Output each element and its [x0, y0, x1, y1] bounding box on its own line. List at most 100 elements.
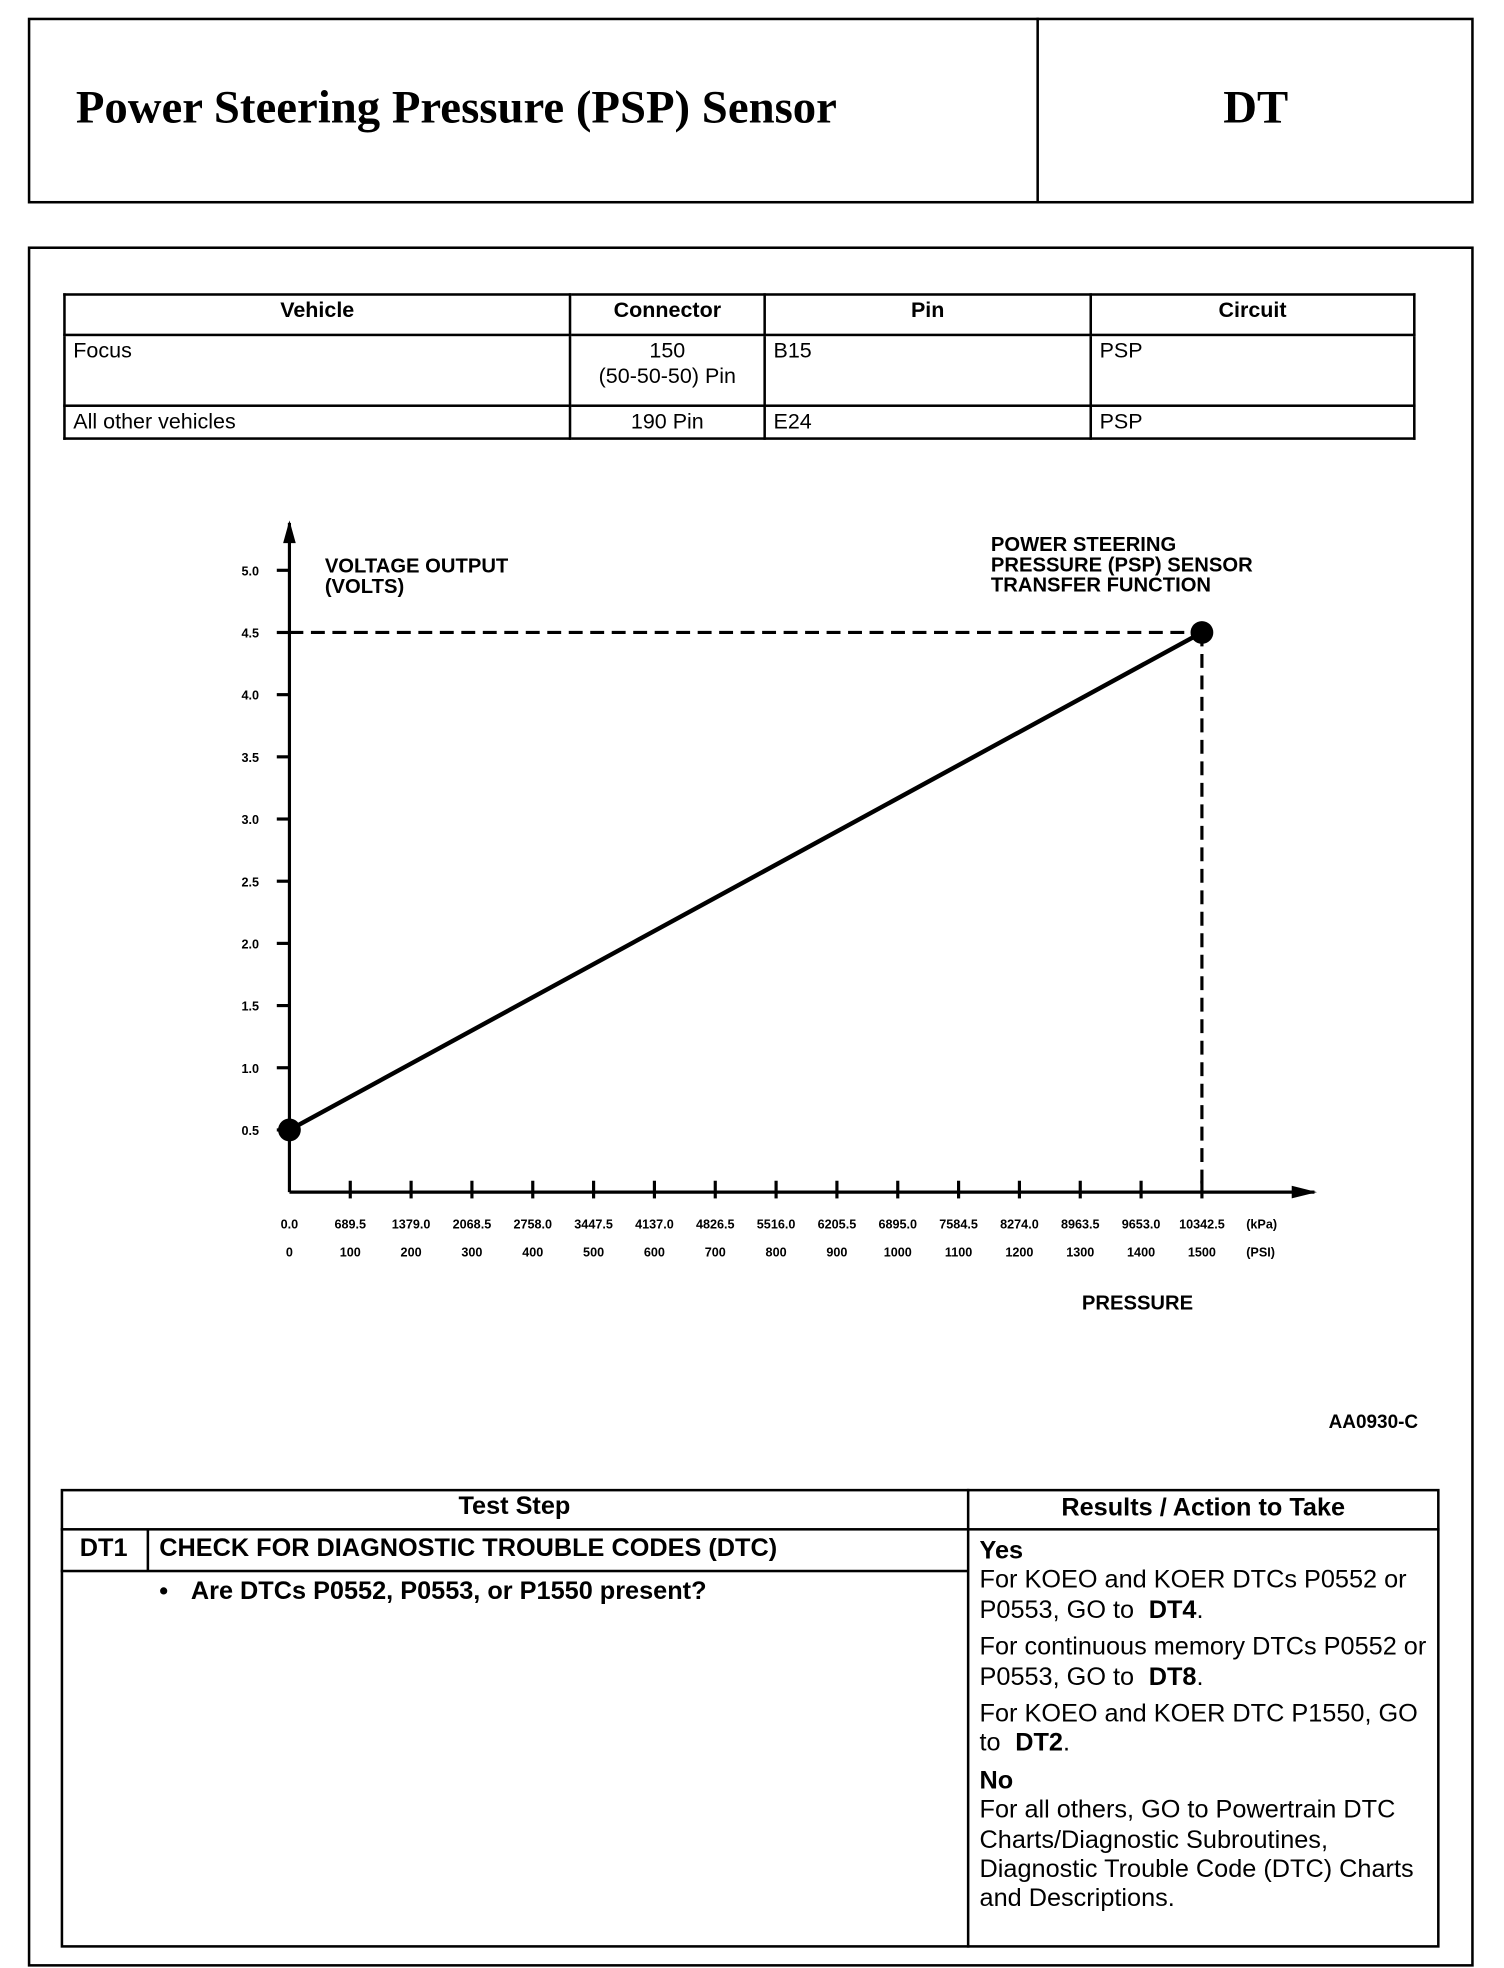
step-id: DT1 [79, 1534, 128, 1563]
x2-tick-label: 9653.0 [1122, 1218, 1161, 1232]
x2-tick-label: 0.0 [281, 1218, 299, 1232]
cell: 190 Pin [568, 404, 766, 440]
y-tick-label: 1.5 [242, 1000, 260, 1014]
y-tick-label: 3.0 [242, 813, 260, 827]
y-tick-label: 5.0 [242, 564, 260, 578]
x-tick-label: 800 [766, 1245, 787, 1259]
cell: 150 (50-50-50) Pin [568, 333, 766, 407]
column-header: Results / Action to Take [1061, 1493, 1346, 1522]
x2-tick-label: 10342.5 [1179, 1218, 1225, 1232]
y-tick-label: 0.5 [242, 1124, 260, 1138]
results: Yes For KOEO and KOER DTCs P0552 or P0553… [980, 1537, 1438, 1922]
col-divider [146, 1529, 150, 1572]
x2-tick-label: 4137.0 [635, 1218, 674, 1232]
x-tick-label: 300 [461, 1245, 482, 1259]
pin-table-header: Vehicle Connector Pin Circuit [63, 293, 1416, 337]
test-table [60, 1488, 1440, 1948]
x2-tick-label: 4826.5 [696, 1218, 735, 1232]
header-code: DT [1223, 82, 1289, 134]
column-header: Circuit [1089, 293, 1416, 337]
cell: PSP [1089, 404, 1416, 440]
pin-row: Focus 150 (50-50-50) Pin B15 PSP [63, 333, 1416, 407]
x2-tick-label: 689.5 [334, 1218, 366, 1232]
header-title: Power Steering Pressure (PSP) Sensor [75, 82, 837, 134]
result-text: For all others, GO to Powertrain DTC Cha… [979, 1796, 1414, 1913]
cell-line: (50-50-50) Pin [598, 364, 737, 389]
cell: PSP [1089, 333, 1416, 407]
column-header: Test Step [458, 1492, 571, 1521]
y-axis-label: (VOLTS) [325, 576, 404, 598]
step-title: CHECK FOR DIAGNOSTIC TROUBLE CODES (DTC) [159, 1534, 778, 1563]
x-unit: (PSI) [1246, 1245, 1275, 1259]
x-axis-label: PRESSURE [1082, 1292, 1193, 1314]
x-tick-label: 1200 [1005, 1245, 1033, 1259]
x2-tick-label: 1379.0 [392, 1218, 431, 1232]
annotation: POWER STEERING [991, 534, 1176, 556]
y-tick-label: 4.0 [242, 689, 260, 703]
col-divider [966, 1488, 970, 1948]
x-tick-label: 1000 [884, 1245, 912, 1259]
x-tick-label: 1100 [945, 1245, 972, 1259]
result-text: For KOEO and KOER DTCs P0552 or P0553, G… [979, 1566, 1407, 1624]
x2-tick-label: 7584.5 [939, 1218, 978, 1232]
x2-tick-label: 2068.5 [453, 1218, 492, 1232]
result-end: . [1196, 1596, 1204, 1624]
result-item: For all others, GO to Powertrain DTC Cha… [980, 1796, 1438, 1914]
x-tick-label: 1500 [1188, 1245, 1216, 1259]
y-tick-label: 2.0 [242, 937, 260, 951]
result-step: DT4 [1148, 1596, 1197, 1624]
x-tick-label: 900 [826, 1245, 847, 1259]
step-question: • Are DTCs P0552, P0553, or P1550 present… [159, 1577, 706, 1606]
cell: All other vehicles [63, 404, 572, 440]
pin-row: All other vehicles 190 Pin E24 PSP [63, 404, 1416, 440]
x-axis-arrow [1291, 1185, 1317, 1199]
y-tick-label: 1.0 [242, 1062, 260, 1076]
x-tick-label: 400 [522, 1245, 543, 1259]
bullet: • [159, 1577, 169, 1606]
result-text: For continuous memory DTCs P0552 or P055… [979, 1633, 1427, 1691]
column-header: Pin [763, 293, 1093, 337]
x-tick-label: 0 [286, 1245, 293, 1259]
data-point [278, 1118, 301, 1142]
x-tick-label: 500 [583, 1245, 604, 1259]
x2-tick-label: 2758.0 [513, 1218, 552, 1232]
x2-tick-label: 8963.5 [1061, 1218, 1100, 1232]
y-axis-label: VOLTAGE OUTPUT [325, 556, 509, 578]
cell: E24 [763, 404, 1093, 440]
x-tick-label: 1400 [1127, 1245, 1155, 1259]
result-label: Yes [979, 1536, 1024, 1565]
x-tick-label: 600 [644, 1245, 665, 1259]
cell-line: 190 Pin [630, 409, 704, 434]
data-point [1190, 621, 1214, 644]
figure-id: AA0930-C [1329, 1412, 1419, 1433]
column-header: Vehicle [63, 293, 572, 337]
cell-line: 150 [649, 338, 686, 363]
x2-tick-label: 3447.5 [574, 1218, 613, 1232]
cell: Focus [63, 333, 572, 407]
y-axis-arrow [283, 520, 296, 544]
column-header: Connector [568, 293, 766, 337]
y-tick-label: 2.5 [242, 875, 260, 889]
x-tick-label: 100 [340, 1245, 361, 1259]
x2-tick-label: 6895.0 [878, 1218, 917, 1232]
y-tick-label: 4.5 [242, 627, 260, 641]
result-end: . [1196, 1662, 1204, 1691]
result-label: No [979, 1766, 1014, 1795]
result-item: For KOEO and KOER DTCs P0552 or P0553, G… [980, 1566, 1438, 1625]
x-tick-label: 1300 [1066, 1245, 1094, 1259]
header-divider [1036, 17, 1039, 204]
annotation: TRANSFER FUNCTION [991, 575, 1211, 597]
annotation: PRESSURE (PSP) SENSOR [991, 554, 1253, 576]
x2-tick-label: 5516.0 [757, 1218, 796, 1232]
y-tick-label: 3.5 [242, 751, 260, 765]
result-item: For KOEO and KOER DTC P1550, GO to DT2. [980, 1700, 1438, 1759]
result-step: DT2 [1015, 1729, 1063, 1758]
question-text: Are DTCs P0552, P0553, or P1550 present? [190, 1577, 707, 1606]
x2-tick-label: 8274.0 [1000, 1218, 1039, 1232]
result-text: For KOEO and KOER DTC P1550, GO to [979, 1699, 1418, 1758]
row-divider [60, 1528, 1440, 1531]
result-step: DT8 [1148, 1662, 1197, 1691]
x-tick-label: 200 [401, 1245, 422, 1259]
